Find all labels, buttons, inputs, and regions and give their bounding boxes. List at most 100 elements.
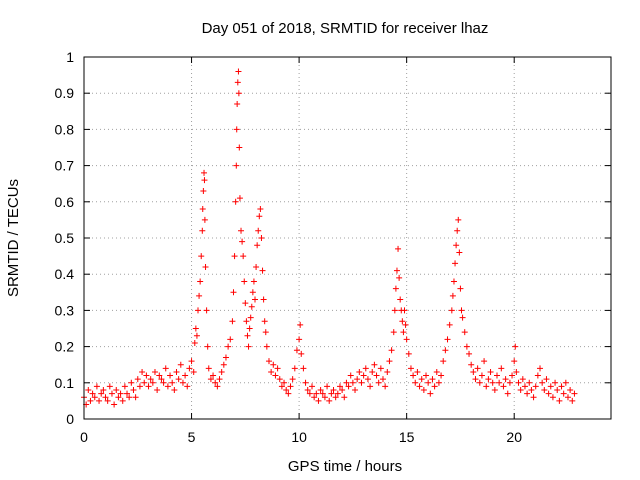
data-point <box>291 365 298 372</box>
data-point <box>238 227 245 234</box>
data-point <box>248 303 255 310</box>
data-point <box>260 296 267 303</box>
data-point <box>401 307 408 314</box>
data-point <box>203 307 210 314</box>
data-point <box>252 296 259 303</box>
data-point <box>423 372 430 379</box>
data-point <box>184 383 191 390</box>
data-point <box>496 379 503 386</box>
data-point <box>216 376 223 383</box>
data-point <box>489 379 496 386</box>
data-point <box>130 387 137 394</box>
data-point <box>324 383 331 390</box>
data-point <box>225 343 232 350</box>
data-point <box>375 379 382 386</box>
data-point <box>121 383 128 390</box>
data-point <box>317 387 324 394</box>
data-point <box>235 90 242 97</box>
data-point <box>541 387 548 394</box>
data-point <box>293 347 300 354</box>
data-point <box>199 206 206 213</box>
data-point <box>306 390 313 397</box>
data-point <box>173 368 180 375</box>
y-tick-label: 0 <box>66 411 74 427</box>
data-point <box>328 390 335 397</box>
y-tick-label: 0.2 <box>55 339 75 355</box>
data-point <box>528 387 535 394</box>
data-point <box>254 242 261 249</box>
data-point <box>235 68 242 75</box>
data-point <box>433 368 440 375</box>
data-point <box>227 336 234 343</box>
data-point <box>117 390 124 397</box>
y-tick-label: 0.4 <box>55 266 75 282</box>
data-point <box>349 379 356 386</box>
data-point <box>547 383 554 390</box>
data-point <box>379 376 386 383</box>
data-point <box>461 329 468 336</box>
y-tick-label: 0.3 <box>55 302 75 318</box>
data-point <box>258 235 265 241</box>
data-point <box>498 365 505 372</box>
data-point <box>201 216 208 223</box>
data-point <box>456 249 463 256</box>
data-point <box>257 206 264 213</box>
data-point <box>96 397 103 404</box>
y-tick-label: 0.7 <box>55 158 75 174</box>
data-point <box>212 379 219 386</box>
data-point <box>400 329 407 336</box>
data-point <box>554 387 561 394</box>
data-point <box>562 379 569 386</box>
data-point <box>360 372 367 379</box>
data-point <box>154 387 161 394</box>
data-point <box>384 368 391 375</box>
data-point <box>457 285 464 292</box>
data-point <box>259 267 266 274</box>
data-point <box>298 350 305 357</box>
data-point <box>512 343 519 350</box>
data-point <box>164 383 171 390</box>
data-point <box>143 372 150 379</box>
data-point <box>261 318 268 325</box>
data-point <box>186 365 193 372</box>
data-point <box>100 387 107 394</box>
data-point <box>272 372 279 379</box>
data-point <box>268 368 275 375</box>
data-point <box>249 289 256 296</box>
data-point <box>405 350 412 357</box>
data-point <box>468 361 475 368</box>
data-point <box>455 216 462 223</box>
data-point <box>386 358 393 365</box>
data-point <box>452 260 459 267</box>
data-point <box>530 394 537 401</box>
data-point <box>339 387 346 394</box>
data-point <box>511 358 518 365</box>
data-point <box>311 394 318 401</box>
data-point <box>341 394 348 401</box>
data-point <box>241 278 248 285</box>
data-point <box>229 318 236 325</box>
data-point <box>521 383 528 390</box>
data-point <box>509 372 516 379</box>
data-point <box>156 372 163 379</box>
y-tick-label: 0.5 <box>55 230 75 246</box>
data-point <box>204 343 211 350</box>
data-point <box>188 358 195 365</box>
data-point <box>453 242 460 249</box>
data-point <box>414 368 421 375</box>
data-point <box>326 397 333 404</box>
data-point <box>435 379 442 386</box>
data-point <box>481 358 488 365</box>
data-point <box>276 376 283 383</box>
data-point <box>567 387 574 394</box>
data-point <box>205 365 212 372</box>
data-points <box>81 68 578 408</box>
data-point <box>354 376 361 383</box>
data-point <box>485 376 492 383</box>
data-point <box>454 227 461 234</box>
data-point <box>222 354 229 361</box>
data-point <box>373 372 380 379</box>
data-point <box>474 365 481 372</box>
data-point <box>390 329 397 336</box>
data-point <box>98 390 105 397</box>
